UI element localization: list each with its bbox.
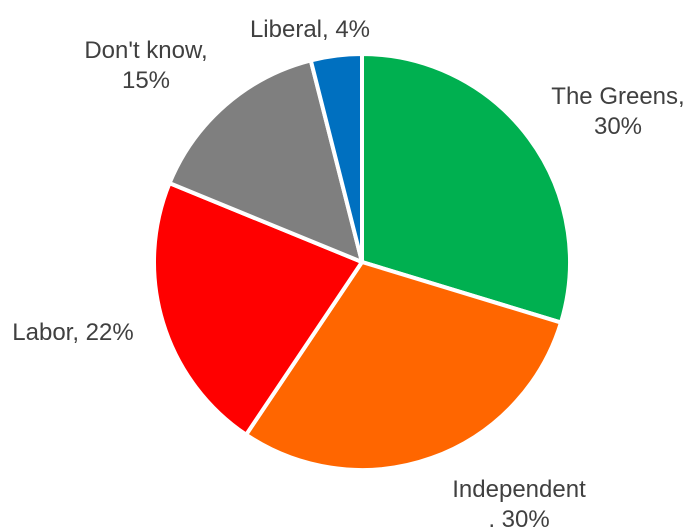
data-label-line: Independent	[452, 476, 586, 503]
pie-data-labels: The Greens, 30% Independent , 30% Labor, 22%…	[12, 16, 684, 527]
data-label-line: Don't know,	[84, 37, 207, 64]
pie-slices	[152, 52, 572, 472]
data-label-line: The Greens,	[551, 83, 684, 110]
data-label-the-greens: The Greens, 30%	[551, 83, 684, 140]
data-label-line: Liberal, 4%	[250, 16, 370, 43]
data-label-don-t-know: Don't know, 15%	[84, 37, 207, 94]
data-label-line: 15%	[122, 67, 170, 94]
pie-slice-don-t-know	[167, 58, 364, 264]
pie-slice-independent	[244, 260, 563, 472]
data-label-line: Labor, 22%	[12, 319, 133, 346]
data-label-independent: Independent , 30%	[452, 476, 586, 527]
data-label-liberal: Liberal, 4%	[250, 16, 370, 43]
pie-slice-liberal	[308, 52, 364, 264]
data-label-line: 30%	[594, 113, 642, 140]
data-label-labor: Labor, 22%	[12, 319, 133, 346]
pie-slice-the-greens	[360, 52, 572, 325]
pie-slice-labor	[152, 181, 364, 437]
data-label-line: , 30%	[488, 506, 549, 527]
